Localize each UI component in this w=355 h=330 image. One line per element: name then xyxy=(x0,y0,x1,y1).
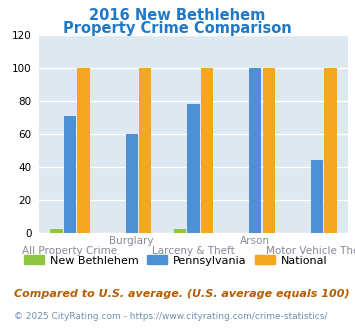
Bar xyxy=(139,68,152,233)
Bar xyxy=(126,134,138,233)
Bar xyxy=(77,68,90,233)
Text: Motor Vehicle Theft: Motor Vehicle Theft xyxy=(267,246,355,256)
Bar xyxy=(201,68,213,233)
Text: Compared to U.S. average. (U.S. average equals 100): Compared to U.S. average. (U.S. average … xyxy=(14,289,350,299)
Bar xyxy=(50,229,62,233)
Text: Burglary: Burglary xyxy=(109,236,154,246)
Bar xyxy=(187,104,200,233)
Bar xyxy=(249,68,261,233)
Bar xyxy=(263,68,275,233)
Text: Property Crime Comparison: Property Crime Comparison xyxy=(63,21,292,36)
Text: © 2025 CityRating.com - https://www.cityrating.com/crime-statistics/: © 2025 CityRating.com - https://www.city… xyxy=(14,312,328,321)
Bar xyxy=(324,68,337,233)
Legend: New Bethlehem, Pennsylvania, National: New Bethlehem, Pennsylvania, National xyxy=(20,251,332,270)
Text: All Property Crime: All Property Crime xyxy=(22,246,118,256)
Bar xyxy=(311,160,323,233)
Text: 2016 New Bethlehem: 2016 New Bethlehem xyxy=(89,8,266,23)
Bar xyxy=(174,229,186,233)
Bar xyxy=(64,115,76,233)
Text: Larceny & Theft: Larceny & Theft xyxy=(152,246,235,256)
Text: Arson: Arson xyxy=(240,236,270,246)
